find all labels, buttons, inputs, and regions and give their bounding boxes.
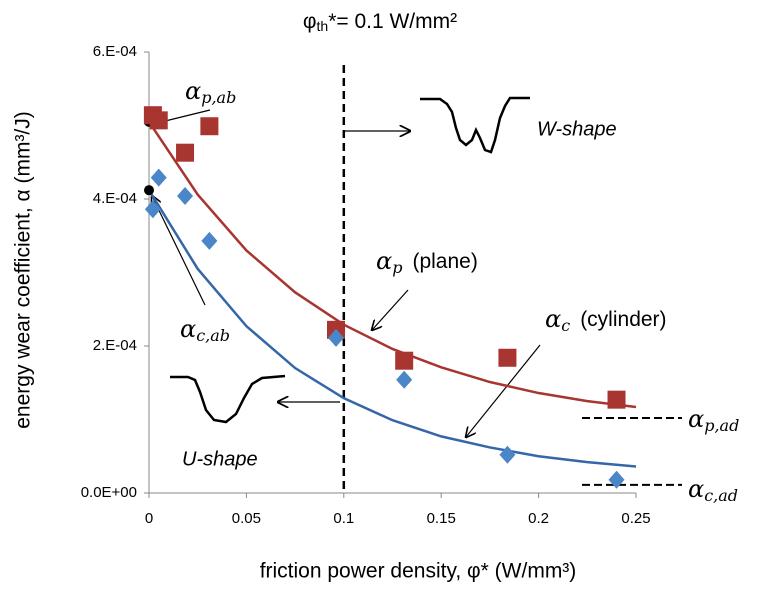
alpha-subscript: p (392, 258, 402, 277)
y-axis-title: energy wear coefficient, α (mm³/J) (12, 111, 35, 429)
x-tick-label: 0.25 (621, 510, 650, 527)
alpha-label: αc,ad (688, 475, 738, 505)
diamond-point (201, 231, 218, 250)
y-tick-label: 0.0E+00 (81, 484, 137, 501)
square-point (607, 390, 626, 409)
alpha-subscript: c,ab (196, 326, 230, 345)
alpha-symbol: α (688, 475, 704, 503)
square-point (200, 117, 219, 136)
title-rest: *= 0.1 W/mm² (328, 10, 457, 33)
diamond-point (499, 445, 516, 464)
y-tick-label: 6.E-04 (93, 43, 137, 60)
diamond-point (608, 470, 625, 489)
x-tick-label: 0.1 (333, 510, 354, 527)
arrow (152, 196, 206, 306)
x-axis-title: friction power density, φ* (W/mm³) (260, 560, 577, 583)
alpha-note: (cylinder) (580, 308, 666, 331)
alpha-note: (plane) (412, 250, 477, 273)
square-point (395, 351, 414, 370)
shape-label: U-shape (182, 448, 258, 470)
diamond-point (328, 328, 345, 347)
w-shape-profile (420, 96, 530, 154)
alpha-symbol: α (688, 405, 704, 433)
alpha-label: αp,ab (185, 77, 236, 107)
intercept-dot (144, 185, 154, 196)
alpha-symbol: α (376, 247, 392, 275)
alpha-subscript: p,ab (201, 88, 236, 107)
alpha-symbol: α (545, 305, 561, 333)
title-symbol: φ (303, 10, 317, 33)
fit-curve (147, 121, 637, 409)
x-tick-label: 0.2 (528, 510, 549, 527)
arrow (372, 289, 409, 330)
y-tick-label: 4.E-04 (93, 190, 137, 207)
shape-label: W-shape (537, 118, 617, 140)
x-tick-label: 0.15 (427, 510, 456, 527)
diamond-point (177, 187, 194, 206)
x-tick-label: 0.05 (232, 510, 261, 527)
u-shape-profile (170, 374, 286, 424)
arrow (466, 344, 541, 437)
alpha-label: αp (plane) (376, 247, 478, 277)
alpha-label: αp,ad (688, 405, 739, 435)
title-sub: th (317, 18, 329, 34)
diamond-point (396, 370, 413, 389)
alpha-subscript: p,ad (704, 416, 739, 435)
diamond-point (150, 168, 167, 187)
alpha-subscript: c,ad (704, 486, 738, 505)
x-tick-label: 0 (145, 510, 153, 527)
alpha-label: αc (cylinder) (545, 305, 667, 335)
y-tick-label: 2.E-04 (93, 337, 137, 354)
diamond-point (144, 200, 161, 219)
chart-title: φth*= 0.1 W/mm² (303, 10, 457, 34)
alpha-subscript: c (561, 316, 570, 335)
square-point (176, 143, 195, 162)
square-point (149, 111, 168, 130)
alpha-label: αc,ab (180, 315, 230, 345)
square-point (498, 348, 517, 367)
fit-curve (147, 189, 637, 468)
alpha-symbol: α (185, 77, 201, 105)
alpha-symbol: α (180, 315, 196, 343)
